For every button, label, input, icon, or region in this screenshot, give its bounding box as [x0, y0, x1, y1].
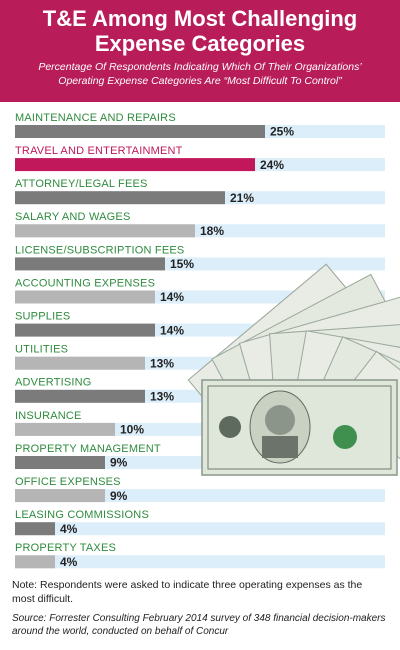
- value-label: 15%: [170, 257, 194, 271]
- value-label: 21%: [230, 191, 254, 205]
- money-illustration: [187, 263, 400, 519]
- bar: [15, 422, 115, 436]
- category-label: LICENSE/SUBSCRIPTION FEES: [15, 244, 184, 256]
- category-label: INSURANCE: [15, 410, 82, 422]
- bar: [15, 224, 195, 238]
- category-label: UTILITIES: [15, 344, 68, 356]
- bar: [15, 125, 265, 138]
- category-label: ACCOUNTING EXPENSES: [15, 277, 155, 289]
- bar-track: [15, 522, 385, 536]
- category-label: MAINTENANCE AND REPAIRS: [15, 112, 176, 124]
- category-label: ADVERTISING: [15, 377, 92, 389]
- bar: [15, 389, 145, 403]
- chart: MAINTENANCE AND REPAIRS TRAVEL AND ENTERT…: [15, 112, 400, 569]
- bar: [15, 158, 255, 172]
- bar: [15, 290, 155, 304]
- header: T&E Among Most Challenging Expense Categ…: [0, 0, 400, 102]
- category-label: PROPERTY MANAGEMENT: [15, 443, 161, 455]
- bar-track: [15, 555, 385, 569]
- footnote: Note: Respondents were asked to indicate…: [12, 579, 363, 605]
- value-label: 24%: [260, 158, 284, 172]
- value-label: 13%: [150, 356, 174, 370]
- value-label: 25%: [270, 125, 294, 139]
- chart-title: T&E Among Most Challenging Expense Categ…: [42, 6, 358, 56]
- category-label: ATTORNEY/LEGAL FEES: [15, 178, 148, 190]
- category-label: SUPPLIES: [15, 311, 70, 323]
- category-label: OFFICE EXPENSES: [15, 476, 121, 488]
- value-label: 13%: [150, 389, 174, 403]
- chart-subtitle: Percentage Of Respondents Indicating Whi…: [38, 61, 362, 87]
- category-label: SALARY AND WAGES: [15, 211, 130, 223]
- bar: [15, 323, 155, 337]
- bar: [15, 489, 105, 503]
- bar-track: [15, 489, 385, 503]
- value-label: 4%: [60, 555, 78, 569]
- bar: [15, 356, 145, 370]
- value-label: 10%: [120, 423, 144, 437]
- source: Source: Forrester Consulting February 20…: [12, 613, 386, 637]
- bar: [15, 257, 165, 271]
- value-label: 18%: [200, 224, 224, 238]
- bar: [15, 522, 55, 536]
- category-label: LEASING COMMISSIONS: [15, 509, 149, 521]
- bar: [15, 456, 105, 469]
- value-label: 9%: [110, 489, 128, 503]
- category-label: PROPERTY TAXES: [15, 542, 116, 554]
- category-label: TRAVEL AND ENTERTAINMENT: [15, 145, 183, 157]
- value-label: 4%: [60, 522, 78, 536]
- value-label: 9%: [110, 456, 128, 470]
- bar: [15, 555, 55, 569]
- value-label: 14%: [160, 290, 184, 304]
- bar: [15, 191, 225, 205]
- value-label: 14%: [160, 323, 184, 337]
